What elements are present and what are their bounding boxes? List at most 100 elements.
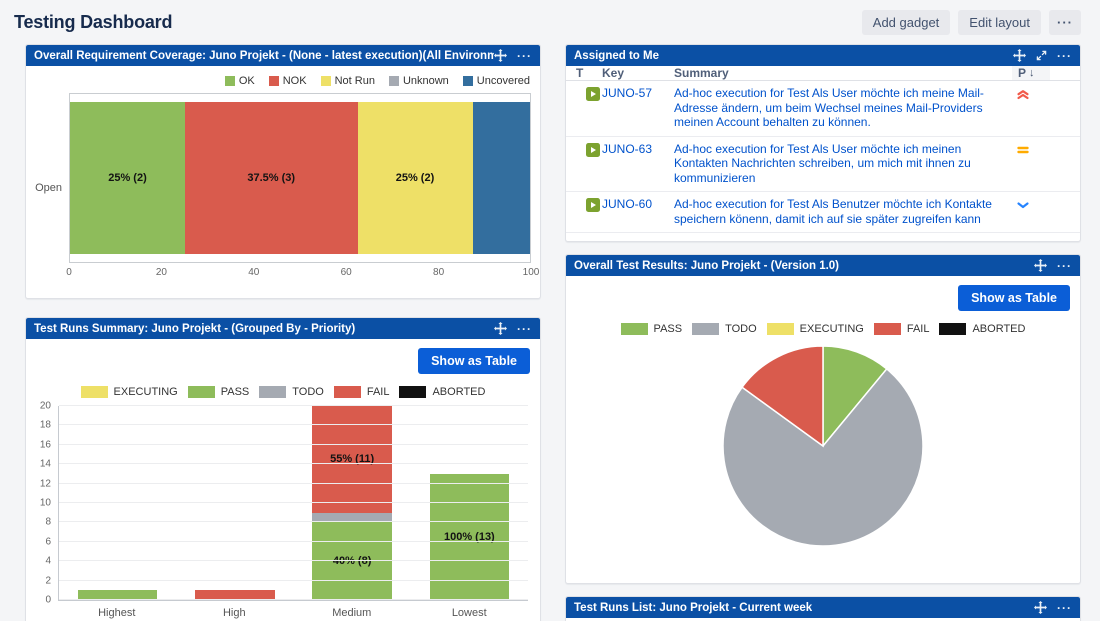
coverage-plot-area: 25% (2) 37.5% (3) 25% (2) bbox=[69, 93, 531, 263]
legend-item-fail: FAIL bbox=[333, 386, 390, 398]
y-tick-label: 2 bbox=[45, 575, 51, 587]
stacked-bar-lowest: 100% (13) bbox=[429, 473, 510, 600]
gadget-assigned-to-me: Assigned to Me ··· T Key Summary bbox=[565, 44, 1081, 242]
legend-swatch-icon bbox=[224, 76, 235, 86]
stacked-bar-high bbox=[195, 590, 275, 600]
legend-item-executing: EXECUTING bbox=[80, 386, 178, 398]
legend-swatch-icon bbox=[462, 76, 473, 86]
legend-label: TODO bbox=[292, 386, 324, 398]
cell-type bbox=[566, 142, 602, 186]
edit-layout-button[interactable]: Edit layout bbox=[958, 9, 1041, 35]
gridline bbox=[59, 502, 528, 503]
legend-label: TODO bbox=[725, 323, 757, 335]
legend-swatch-icon bbox=[80, 386, 108, 398]
legend-item-todo: TODO bbox=[259, 386, 324, 398]
coverage-segment-not-run: 25% (2) bbox=[357, 102, 473, 254]
bar-segment-fail: 55% (11) bbox=[312, 406, 392, 513]
cell-summary: Ad-hoc execution for Test Als User möcht… bbox=[674, 142, 1012, 186]
gridline bbox=[59, 405, 528, 406]
y-tick-label: 10 bbox=[39, 497, 51, 509]
legend-item-pass: PASS bbox=[187, 386, 250, 398]
cell-key: JUNO-57 bbox=[602, 86, 674, 130]
test-execution-icon bbox=[586, 142, 600, 157]
table-row: JUNO-60 Ad-hoc execution for Test Als Ben… bbox=[566, 192, 1080, 233]
issue-key-link[interactable]: JUNO-60 bbox=[602, 197, 653, 211]
legend-swatch-icon bbox=[187, 386, 215, 398]
issue-summary-link[interactable]: Ad-hoc execution for Test Als User möcht… bbox=[674, 141, 971, 185]
bar-slot-high bbox=[176, 406, 293, 600]
cell-spacer bbox=[1050, 197, 1080, 226]
gridline bbox=[59, 521, 528, 523]
legend-label: PASS bbox=[220, 386, 250, 398]
segment-value-label: 25% (2) bbox=[108, 172, 147, 184]
gadget-header: Overall Test Results: Juno Projekt - (Ve… bbox=[566, 255, 1080, 276]
show-as-table-button[interactable]: Show as Table bbox=[418, 348, 530, 374]
priority-medium-icon bbox=[1012, 146, 1030, 160]
expand-icon[interactable] bbox=[1036, 50, 1047, 61]
legend-label: FAIL bbox=[906, 323, 930, 335]
coverage-legend: OK NOK Not Run Unknown Uncovered bbox=[26, 66, 540, 87]
cell-type bbox=[566, 86, 602, 130]
issue-summary-link[interactable]: Ad-hoc execution for Test Als Benutzer m… bbox=[674, 197, 992, 226]
legend-item-pass: PASS bbox=[620, 323, 683, 335]
gridline bbox=[59, 482, 528, 484]
issue-table-header: T Key Summary P ↓ bbox=[566, 66, 1080, 81]
issue-key-link[interactable]: JUNO-57 bbox=[602, 86, 653, 100]
gadget-header: Assigned to Me ··· bbox=[566, 45, 1080, 66]
gadget-requirement-coverage: Overall Requirement Coverage: Juno Proje… bbox=[25, 44, 541, 299]
x-tick-label: 40 bbox=[248, 267, 260, 278]
pie-slice-todo bbox=[722, 367, 924, 547]
dashboard-more-button[interactable]: ··· bbox=[1049, 9, 1081, 35]
move-icon[interactable] bbox=[494, 322, 507, 335]
add-gadget-button[interactable]: Add gadget bbox=[861, 9, 951, 35]
legend-item-fail: FAIL bbox=[873, 323, 930, 335]
issue-table-body: JUNO-57 Ad-hoc execution for Test Als Use… bbox=[566, 81, 1080, 233]
pie-slice-fail bbox=[741, 345, 824, 448]
issue-summary-link[interactable]: Ad-hoc execution for Test Als User möcht… bbox=[674, 86, 984, 129]
gadget-more-icon[interactable]: ··· bbox=[1057, 48, 1072, 63]
test-results-legend: PASS TODO EXECUTING FAIL ABORTED bbox=[566, 311, 1080, 335]
move-icon[interactable] bbox=[1034, 601, 1047, 614]
move-icon[interactable] bbox=[494, 49, 507, 62]
y-tick-label: 0 bbox=[45, 594, 51, 606]
dashboard-grid: Overall Requirement Coverage: Juno Proje… bbox=[0, 44, 1100, 621]
y-tick-label: 12 bbox=[39, 478, 51, 490]
cell-spacer bbox=[1050, 86, 1080, 130]
gridline bbox=[59, 443, 528, 445]
runs-y-axis: 0 2 4 6 8 10 12 14 16 18 20 bbox=[32, 401, 58, 606]
test-execution-icon bbox=[586, 87, 600, 101]
y-tick-label: 16 bbox=[39, 439, 51, 451]
show-as-table-button[interactable]: Show as Table bbox=[958, 285, 1070, 311]
segment-value-label: 55% (11) bbox=[330, 453, 375, 466]
move-icon[interactable] bbox=[1013, 49, 1026, 62]
coverage-chart: Open 25% (2) 37.5% (3) 25% (2) 0 20 40 60 80 10… bbox=[26, 93, 539, 282]
legend-label: Uncovered bbox=[476, 75, 530, 87]
legend-item-nok: NOK bbox=[268, 75, 307, 87]
legend-item-not-run: Not Run bbox=[320, 75, 375, 87]
issue-key-link[interactable]: JUNO-63 bbox=[602, 141, 653, 156]
gadget-header: Test Runs Summary: Juno Projekt - (Group… bbox=[26, 318, 540, 339]
bar-segment-pass bbox=[77, 590, 158, 600]
cell-key: JUNO-60 bbox=[602, 197, 674, 226]
legend-label: PASS bbox=[653, 323, 683, 335]
x-tick-label: 20 bbox=[155, 267, 167, 278]
gadget-title: Overall Test Results: Juno Projekt - (Ve… bbox=[574, 259, 840, 272]
segment-value-label: 37.5% (3) bbox=[247, 172, 296, 184]
cell-priority bbox=[1012, 197, 1050, 226]
column-priority-sort[interactable]: P ↓ bbox=[1012, 66, 1050, 80]
legend-label: OK bbox=[238, 75, 255, 87]
move-icon[interactable] bbox=[1034, 259, 1047, 272]
gridline bbox=[59, 579, 528, 581]
gadget-more-icon[interactable]: ··· bbox=[517, 321, 532, 336]
gadget-more-icon[interactable]: ··· bbox=[1057, 258, 1072, 273]
legend-swatch-icon bbox=[388, 76, 399, 86]
sort-desc-icon: ↓ bbox=[1029, 67, 1035, 79]
x-category-label: Lowest bbox=[451, 607, 487, 619]
segment-value-label: 100% (13) bbox=[443, 530, 495, 543]
gadget-more-icon[interactable]: ··· bbox=[517, 48, 532, 63]
gadget-test-runs-list: Test Runs List: Juno Projekt - Current w… bbox=[565, 596, 1081, 621]
legend-item-aborted: ABORTED bbox=[399, 386, 485, 398]
legend-label: FAIL bbox=[366, 386, 390, 398]
gadget-more-icon[interactable]: ··· bbox=[1057, 600, 1072, 615]
x-tick-label: 60 bbox=[340, 267, 352, 278]
